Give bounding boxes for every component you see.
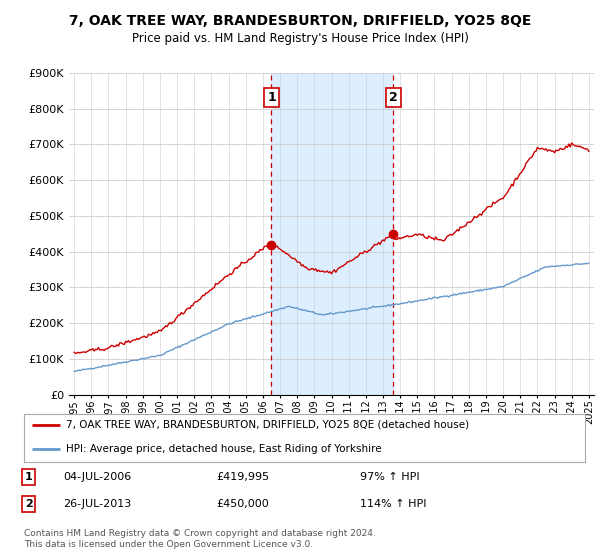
Text: £450,000: £450,000	[216, 499, 269, 509]
Text: Price paid vs. HM Land Registry's House Price Index (HPI): Price paid vs. HM Land Registry's House …	[131, 32, 469, 45]
Text: 97% ↑ HPI: 97% ↑ HPI	[360, 472, 419, 482]
Text: 1: 1	[25, 472, 32, 482]
Text: 1: 1	[267, 91, 276, 104]
Text: 2: 2	[389, 91, 398, 104]
Text: 2: 2	[25, 499, 32, 509]
Bar	[271, 73, 393, 395]
Text: 04-JUL-2006: 04-JUL-2006	[63, 472, 131, 482]
Text: 7, OAK TREE WAY, BRANDESBURTON, DRIFFIELD, YO25 8QE (detached house): 7, OAK TREE WAY, BRANDESBURTON, DRIFFIEL…	[66, 420, 469, 430]
Text: £419,995: £419,995	[216, 472, 269, 482]
Text: 114% ↑ HPI: 114% ↑ HPI	[360, 499, 427, 509]
Text: HPI: Average price, detached house, East Riding of Yorkshire: HPI: Average price, detached house, East…	[66, 444, 382, 454]
Text: 26-JUL-2013: 26-JUL-2013	[63, 499, 131, 509]
Text: Contains HM Land Registry data © Crown copyright and database right 2024.
This d: Contains HM Land Registry data © Crown c…	[24, 529, 376, 549]
Text: 7, OAK TREE WAY, BRANDESBURTON, DRIFFIELD, YO25 8QE: 7, OAK TREE WAY, BRANDESBURTON, DRIFFIEL…	[69, 14, 531, 28]
